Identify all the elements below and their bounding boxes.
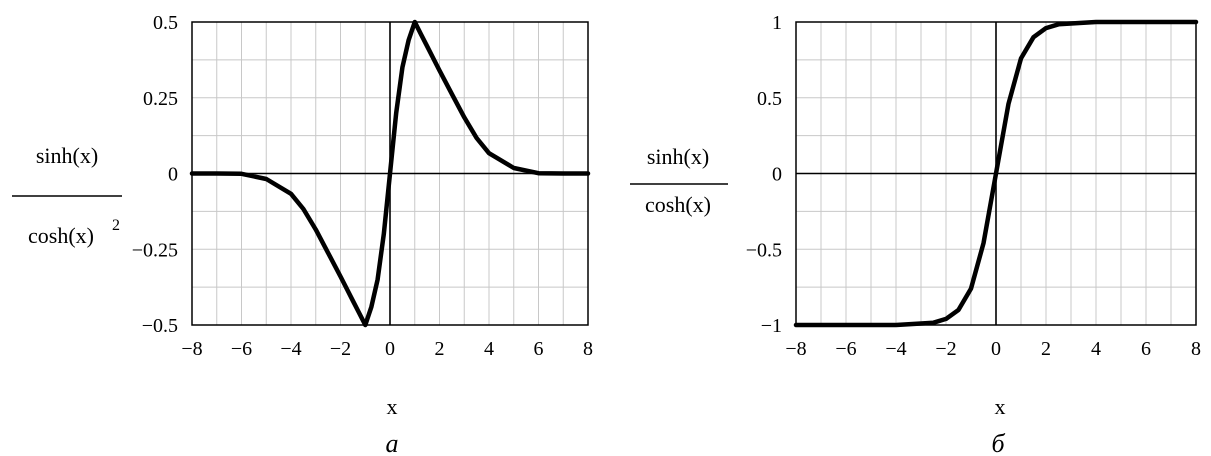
x-tick-label: −4 [885, 338, 906, 360]
y-tick-labels-b: 1 0.5 0 −0.5 −1 [746, 12, 782, 337]
y-tick-label: 0.5 [757, 88, 782, 110]
x-tick-label: −2 [330, 338, 351, 360]
x-tick-label: 8 [583, 338, 593, 360]
x-tick-label: 6 [1141, 338, 1151, 360]
y-tick-label: 0.5 [153, 12, 178, 34]
y-tick-label: 0.25 [143, 88, 178, 110]
y-tick-labels-a: 0.5 0.25 0 −0.25 −0.5 [132, 12, 178, 337]
x-tick-label: −6 [231, 338, 252, 360]
x-tick-label: 4 [1091, 338, 1101, 360]
x-axis-label-b: x [995, 394, 1006, 419]
panel-label-b: б [991, 429, 1005, 456]
x-tick-label: 6 [534, 338, 544, 360]
y-label-denominator-a: cosh(x) [28, 223, 94, 248]
y-tick-label: −0.5 [746, 239, 782, 261]
x-tick-label: 4 [484, 338, 494, 360]
x-tick-label: −2 [935, 338, 956, 360]
series-line-a [189, 19, 591, 328]
y-tick-label: −1 [761, 315, 782, 337]
y-label-denominator-b: cosh(x) [645, 192, 711, 217]
y-tick-label: −0.25 [132, 239, 178, 261]
y-tick-label: −0.5 [142, 315, 178, 337]
y-tick-label: 0 [168, 164, 178, 186]
x-tick-label: −6 [835, 338, 856, 360]
y-label-numerator-b: sinh(x) [647, 144, 709, 169]
x-tick-labels-b: −8 −6 −4 −2 0 2 4 6 8 [785, 338, 1201, 360]
y-label-exponent-a: 2 [112, 217, 120, 234]
y-tick-label: 0 [772, 164, 782, 186]
x-tick-labels-a: −8 −6 −4 −2 0 2 4 6 8 [181, 338, 593, 360]
x-tick-label: 0 [991, 338, 1001, 360]
x-tick-label: 2 [1041, 338, 1051, 360]
x-axis-label-a: x [387, 394, 398, 419]
x-tick-label: −4 [280, 338, 301, 360]
x-tick-label: 8 [1191, 338, 1201, 360]
y-axis-label-b: sinh(x) cosh(x) [630, 144, 728, 217]
chart-b: −8 −6 −4 −2 0 2 4 6 8 1 0.5 0 −0.5 −1 x sinh(x) cosh… [630, 12, 1201, 456]
x-tick-label: −8 [181, 338, 202, 360]
y-tick-label: 1 [772, 12, 782, 34]
series-line-b [793, 19, 1199, 328]
panel-label-a: а [386, 429, 399, 456]
chart-a: −8 −6 −4 −2 0 2 4 6 8 0.5 0.25 0 −0.25 −0.5 x sinh(x… [12, 12, 593, 456]
y-axis-label-a: sinh(x) cosh(x) 2 [12, 143, 122, 248]
x-tick-label: 0 [385, 338, 395, 360]
y-label-numerator-a: sinh(x) [36, 143, 98, 168]
x-tick-label: −8 [785, 338, 806, 360]
x-tick-label: 2 [435, 338, 445, 360]
